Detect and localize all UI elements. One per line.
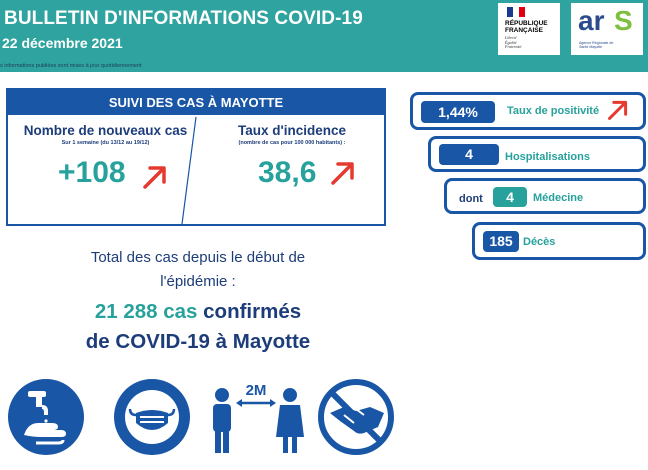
deces-label: Décès bbox=[523, 236, 556, 248]
face-mask-icon bbox=[114, 379, 190, 455]
total-intro-line-2: l'épidémie : bbox=[160, 273, 236, 290]
update-note: s informations publiées sont mises à jou… bbox=[0, 63, 142, 69]
rf-motto-1: Liberté bbox=[505, 35, 517, 40]
rf-motto-3: Fraternité bbox=[505, 44, 522, 49]
new-cases-title: Nombre de nouveaux cas bbox=[23, 123, 188, 138]
distance-label: 2M bbox=[246, 382, 267, 399]
rf-motto-2: Égalité bbox=[505, 39, 517, 45]
total-case-count: 21 288 cas bbox=[94, 300, 198, 323]
no-handshake-icon bbox=[318, 379, 394, 455]
distancing-icon: 2M bbox=[213, 382, 304, 453]
incidence-block: Taux d'incidence (nombre de cas pour 100… bbox=[198, 123, 386, 146]
incidence-title: Taux d'incidence bbox=[238, 123, 346, 138]
trend-up-arrow-icon bbox=[608, 100, 628, 120]
trend-up-arrow-icon bbox=[331, 162, 354, 185]
medecine-value: 4 bbox=[493, 187, 527, 207]
bulletin-title: BULLETIN D'INFORMATIONS COVID-19 bbox=[4, 8, 363, 29]
panel-divider bbox=[181, 116, 197, 224]
bulletin-date: 22 décembre 2021 bbox=[2, 35, 123, 51]
positivity-rate-value: 1,44% bbox=[421, 101, 495, 123]
new-cases-period: Sur 1 semaine (du 13/12 au 19/12) bbox=[61, 140, 150, 146]
suivi-cas-heading: SUIVI DES CAS À MAYOTTE bbox=[8, 90, 384, 115]
medecine-label: Médecine bbox=[533, 192, 584, 204]
ars-logo-s: S bbox=[614, 5, 633, 36]
deces-pill: 185 Décès bbox=[472, 222, 646, 260]
header-banner: BULLETIN D'INFORMATIONS COVID-19 22 déce… bbox=[0, 0, 648, 72]
ars-logo-subtitle: Agence Régionale de Santé Mayotte bbox=[579, 41, 614, 49]
hand-washing-icon bbox=[8, 379, 84, 455]
incidence-value: 38,6 bbox=[258, 156, 317, 189]
total-intro-line-1: Total des cas depuis le début de bbox=[90, 249, 306, 266]
french-flag-icon bbox=[507, 7, 525, 17]
deces-value: 185 bbox=[483, 231, 519, 252]
trend-up-arrow-icon bbox=[143, 166, 166, 189]
hospitalisations-value: 4 bbox=[439, 144, 499, 165]
hospitalisations-pill: 4 Hospitalisations bbox=[428, 136, 646, 172]
positivity-rate-label: Taux de positivité bbox=[507, 105, 600, 117]
medecine-prefix: dont bbox=[459, 193, 483, 205]
new-cases-value: +108 bbox=[58, 156, 126, 189]
rf-line-1: RÉPUBLIQUE bbox=[505, 20, 548, 27]
ars-logo: ar S Agence Régionale de Santé Mayotte bbox=[571, 3, 643, 55]
positivity-rate-pill: 1,44% Taux de positivité bbox=[410, 92, 646, 130]
total-count-line: 21 288 cas confirmés bbox=[28, 297, 368, 327]
ars-logo-letters: ar bbox=[578, 5, 605, 36]
incidence-unit: (nombre de cas pour 100 000 habitants) : bbox=[238, 140, 346, 146]
republique-francaise-logo: RÉPUBLIQUE FRANÇAISE Liberté Égalité Fra… bbox=[498, 3, 560, 55]
total-intro: Total des cas depuis le début de l'épidé… bbox=[38, 246, 358, 294]
rf-line-2: FRANÇAISE bbox=[505, 27, 543, 34]
new-cases-block: Nombre de nouveaux cas Sur 1 semaine (du… bbox=[8, 123, 203, 146]
medecine-pill: dont 4 Médecine bbox=[444, 178, 646, 214]
total-location-line: de COVID-19 à Mayotte bbox=[85, 330, 311, 353]
hospitalisations-label: Hospitalisations bbox=[505, 151, 590, 163]
total-confirmed-word: confirmés bbox=[203, 300, 302, 323]
suivi-cas-panel: SUIVI DES CAS À MAYOTTE Nombre de nouvea… bbox=[6, 88, 386, 226]
